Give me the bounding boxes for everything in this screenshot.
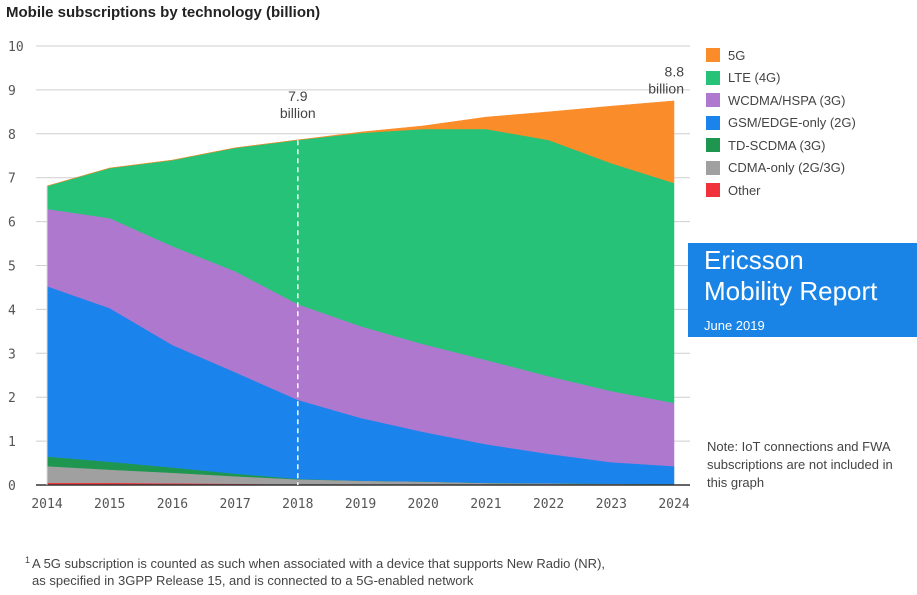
x-tick-label: 2020	[408, 497, 439, 512]
chart-note: Note: IoT connections and FWA subscripti…	[707, 439, 893, 490]
y-tick-label: 5	[8, 260, 16, 275]
y-tick-label: 6	[8, 216, 16, 231]
axes: 0 1 2 3 4 5 6 7 8 9 10 2014 2015 2016 2017 2018 2019 2020…	[8, 40, 690, 512]
legend-swatch	[706, 138, 720, 153]
x-tick-label: 2018	[282, 497, 313, 512]
series-areas	[46, 100, 675, 486]
legend-label: CDMA-only (2G/3G)	[728, 160, 846, 176]
y-tick-label: 1	[8, 435, 16, 450]
footnote-line-1: A 5G subscription is counted as such whe…	[32, 556, 606, 571]
y-tick-label: 4	[8, 303, 16, 318]
area-5g	[46, 100, 675, 187]
legend-item: TD-SCDMA (3G)	[706, 134, 856, 157]
y-tick-label: 7	[8, 172, 16, 187]
x-tick-label: 2015	[94, 497, 125, 512]
legend: 5G LTE (4G) WCDMA/HSPA (3G) GSM/EDGE-only (…	[706, 44, 856, 202]
ericsson-mobility-report-badge: Ericsson Mobility Report June 2019	[688, 243, 917, 337]
x-tick-label: 2019	[345, 497, 376, 512]
y-tick-label: 8	[8, 128, 16, 143]
brand-date: June 2019	[704, 318, 765, 333]
legend-label: TD-SCDMA (3G)	[728, 137, 826, 153]
x-tick-label: 2017	[219, 497, 250, 512]
brand-line-1: Ericsson	[704, 245, 804, 275]
legend-label: LTE (4G)	[728, 70, 781, 86]
x-tick-label: 2016	[157, 497, 188, 512]
legend-item: WCDMA/HSPA (3G)	[706, 89, 856, 112]
y-tick-label: 3	[8, 347, 16, 362]
footnote: 1 A 5G subscription is counted as such w…	[25, 555, 606, 589]
legend-swatch	[706, 70, 720, 85]
x-tick-label: 2023	[596, 497, 627, 512]
legend-label: 5G	[728, 47, 746, 63]
legend-swatch	[706, 160, 720, 175]
chart-title: Mobile subscriptions by technology (bill…	[6, 4, 321, 21]
x-tick-label: 2024	[658, 497, 689, 512]
legend-label: WCDMA/HSPA (3G)	[728, 92, 846, 108]
annotation-unit: billion	[648, 81, 684, 97]
footnote-marker: 1	[25, 555, 31, 565]
legend-swatch	[706, 183, 720, 198]
legend-swatch	[706, 48, 720, 63]
legend-swatch	[706, 93, 720, 108]
footnote-line-2: as specified in 3GPP Release 15, and is …	[32, 573, 474, 588]
annotation-value: 7.9	[288, 88, 308, 104]
legend-item: LTE (4G)	[706, 67, 856, 90]
legend-swatch	[706, 115, 720, 130]
legend-item: GSM/EDGE-only (2G)	[706, 112, 856, 135]
legend-label: GSM/EDGE-only (2G)	[728, 115, 856, 131]
y-tick-label: 9	[8, 84, 16, 99]
brand-line-2: Mobility Report	[704, 276, 878, 306]
legend-item: Other	[706, 179, 856, 202]
legend-item: 5G	[706, 44, 856, 67]
x-tick-label: 2014	[31, 497, 62, 512]
annotation-unit: billion	[280, 105, 316, 121]
y-tick-label: 2	[8, 391, 16, 406]
x-tick-label: 2021	[470, 497, 501, 512]
legend-item: CDMA-only (2G/3G)	[706, 157, 856, 180]
y-tick-label: 0	[8, 479, 16, 494]
x-tick-label: 2022	[533, 497, 564, 512]
annotation-value: 8.8	[665, 64, 685, 80]
y-tick-label: 10	[8, 40, 24, 55]
legend-label: Other	[728, 182, 761, 198]
